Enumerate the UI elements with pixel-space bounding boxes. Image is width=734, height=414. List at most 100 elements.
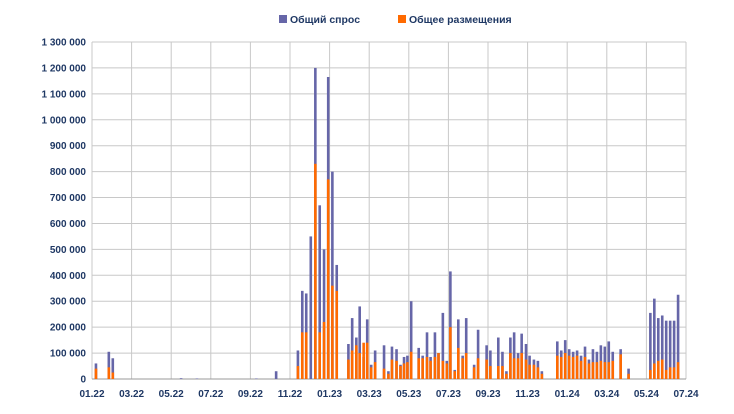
bar-demand (331, 171, 334, 379)
bar-placement (449, 327, 452, 379)
bar-placement (406, 362, 409, 379)
x-tick-label: 07.23 (436, 389, 461, 400)
bar-placement (583, 356, 587, 379)
x-tick-label: 09.23 (475, 389, 500, 400)
bar-placement (505, 373, 508, 379)
bar-placement (335, 290, 339, 379)
bar-demand (664, 320, 668, 379)
y-tick-label: 600 000 (50, 219, 87, 230)
legend-label-demand: Общий спрос (290, 14, 360, 26)
bar-placement (559, 356, 563, 379)
x-tick-label: 09.22 (238, 389, 263, 400)
bar-placement (425, 356, 429, 379)
bar-placement (347, 359, 350, 379)
x-tick-label: 01.24 (555, 389, 580, 400)
bar-placement (556, 355, 559, 379)
bar-placement (453, 371, 457, 379)
bar-demand (449, 271, 452, 379)
y-tick-label: 300 000 (50, 297, 87, 308)
bar-demand (496, 337, 500, 379)
bar-demand (296, 350, 300, 379)
x-tick-label: 07.22 (198, 389, 223, 400)
x-tick-label: 01.22 (79, 389, 104, 400)
bar-placement (382, 368, 386, 379)
x-tick-label: 05.22 (159, 389, 184, 400)
bar-placement (575, 355, 579, 379)
bar-placement (417, 358, 420, 379)
bar-demand (489, 350, 492, 379)
bar-demand (656, 318, 660, 379)
legend: Общий спрос Общее размещения (279, 14, 512, 26)
bar-demand (476, 329, 480, 379)
bar-placement (387, 373, 390, 379)
bar-placement (350, 350, 354, 379)
bar-demand (409, 301, 413, 379)
bar-demand (464, 318, 468, 379)
x-axis-ticks: 01.22 03.22 05.22 07.22 09.22 11.22 01.23 03.23… (79, 389, 698, 400)
bar-demand (425, 332, 429, 379)
x-tick-label: 03.24 (594, 389, 619, 400)
y-tick-label: 1 100 000 (42, 89, 87, 100)
x-tick-label: 05.23 (396, 389, 421, 400)
bar-placement (627, 373, 630, 379)
y-tick-label: 700 000 (50, 193, 87, 204)
bar-demand (322, 249, 326, 379)
bar-placement (358, 353, 361, 379)
y-tick-label: 400 000 (50, 271, 87, 282)
y-tick-label: 500 000 (50, 245, 87, 256)
bar-placement (587, 363, 591, 379)
bar-placement (421, 358, 424, 379)
y-tick-label: 1 300 000 (42, 38, 87, 49)
bar-placement (603, 362, 607, 379)
x-tick-label: 05.24 (634, 389, 659, 400)
bar-placement (653, 363, 656, 379)
legend-label-placement: Общее размещения (409, 14, 512, 26)
y-axis-ticks: 0 100 000 200 000 300 000 400 000 500 000 600 … (42, 38, 87, 386)
y-tick-label: 0 (80, 375, 86, 386)
bar-demand (672, 320, 676, 379)
bar-placement (496, 366, 500, 379)
bar-placement (509, 353, 512, 379)
bar-placement (409, 351, 413, 379)
bar-placement (520, 353, 523, 379)
bar-placement (476, 358, 480, 379)
bar-demand (501, 351, 504, 379)
x-tick-label: 11.22 (278, 389, 303, 400)
bar-placement (668, 367, 672, 379)
bar-demand (660, 315, 664, 379)
bar-placement (300, 332, 304, 379)
y-tick-label: 1 000 000 (42, 115, 87, 126)
bar-demand (668, 320, 672, 379)
bar-placement (656, 360, 660, 379)
bar-placement (567, 355, 571, 379)
bar-placement (524, 359, 528, 379)
bar-placement (599, 360, 603, 379)
x-tick-label: 11.23 (515, 389, 540, 400)
bar-demand (179, 378, 183, 379)
bar-demand (512, 332, 516, 379)
bar-demand (350, 318, 354, 379)
bar-placement (649, 369, 652, 379)
bar-placement (489, 366, 492, 379)
bar-placement (326, 179, 330, 379)
bar-demand (358, 306, 361, 379)
bar-demand (255, 378, 258, 379)
bar-placement (395, 360, 398, 379)
bar-placement (672, 367, 676, 379)
bar-placement (664, 369, 668, 379)
grid (91, 41, 687, 380)
x-tick-label: 01.23 (317, 389, 342, 400)
bar-placement (111, 372, 115, 379)
x-tick-label: 03.22 (119, 389, 144, 400)
bar-placement (373, 362, 377, 379)
bar-placement (362, 342, 365, 379)
bar-demand (649, 312, 652, 379)
bar-placement (331, 285, 334, 379)
bar-placement (322, 321, 326, 379)
bar-demand (627, 368, 630, 379)
bar-placement (591, 362, 595, 379)
y-tick-label: 800 000 (50, 167, 87, 178)
bar-demand (195, 378, 199, 379)
bar-placement (512, 358, 516, 379)
bar-placement (472, 367, 476, 379)
